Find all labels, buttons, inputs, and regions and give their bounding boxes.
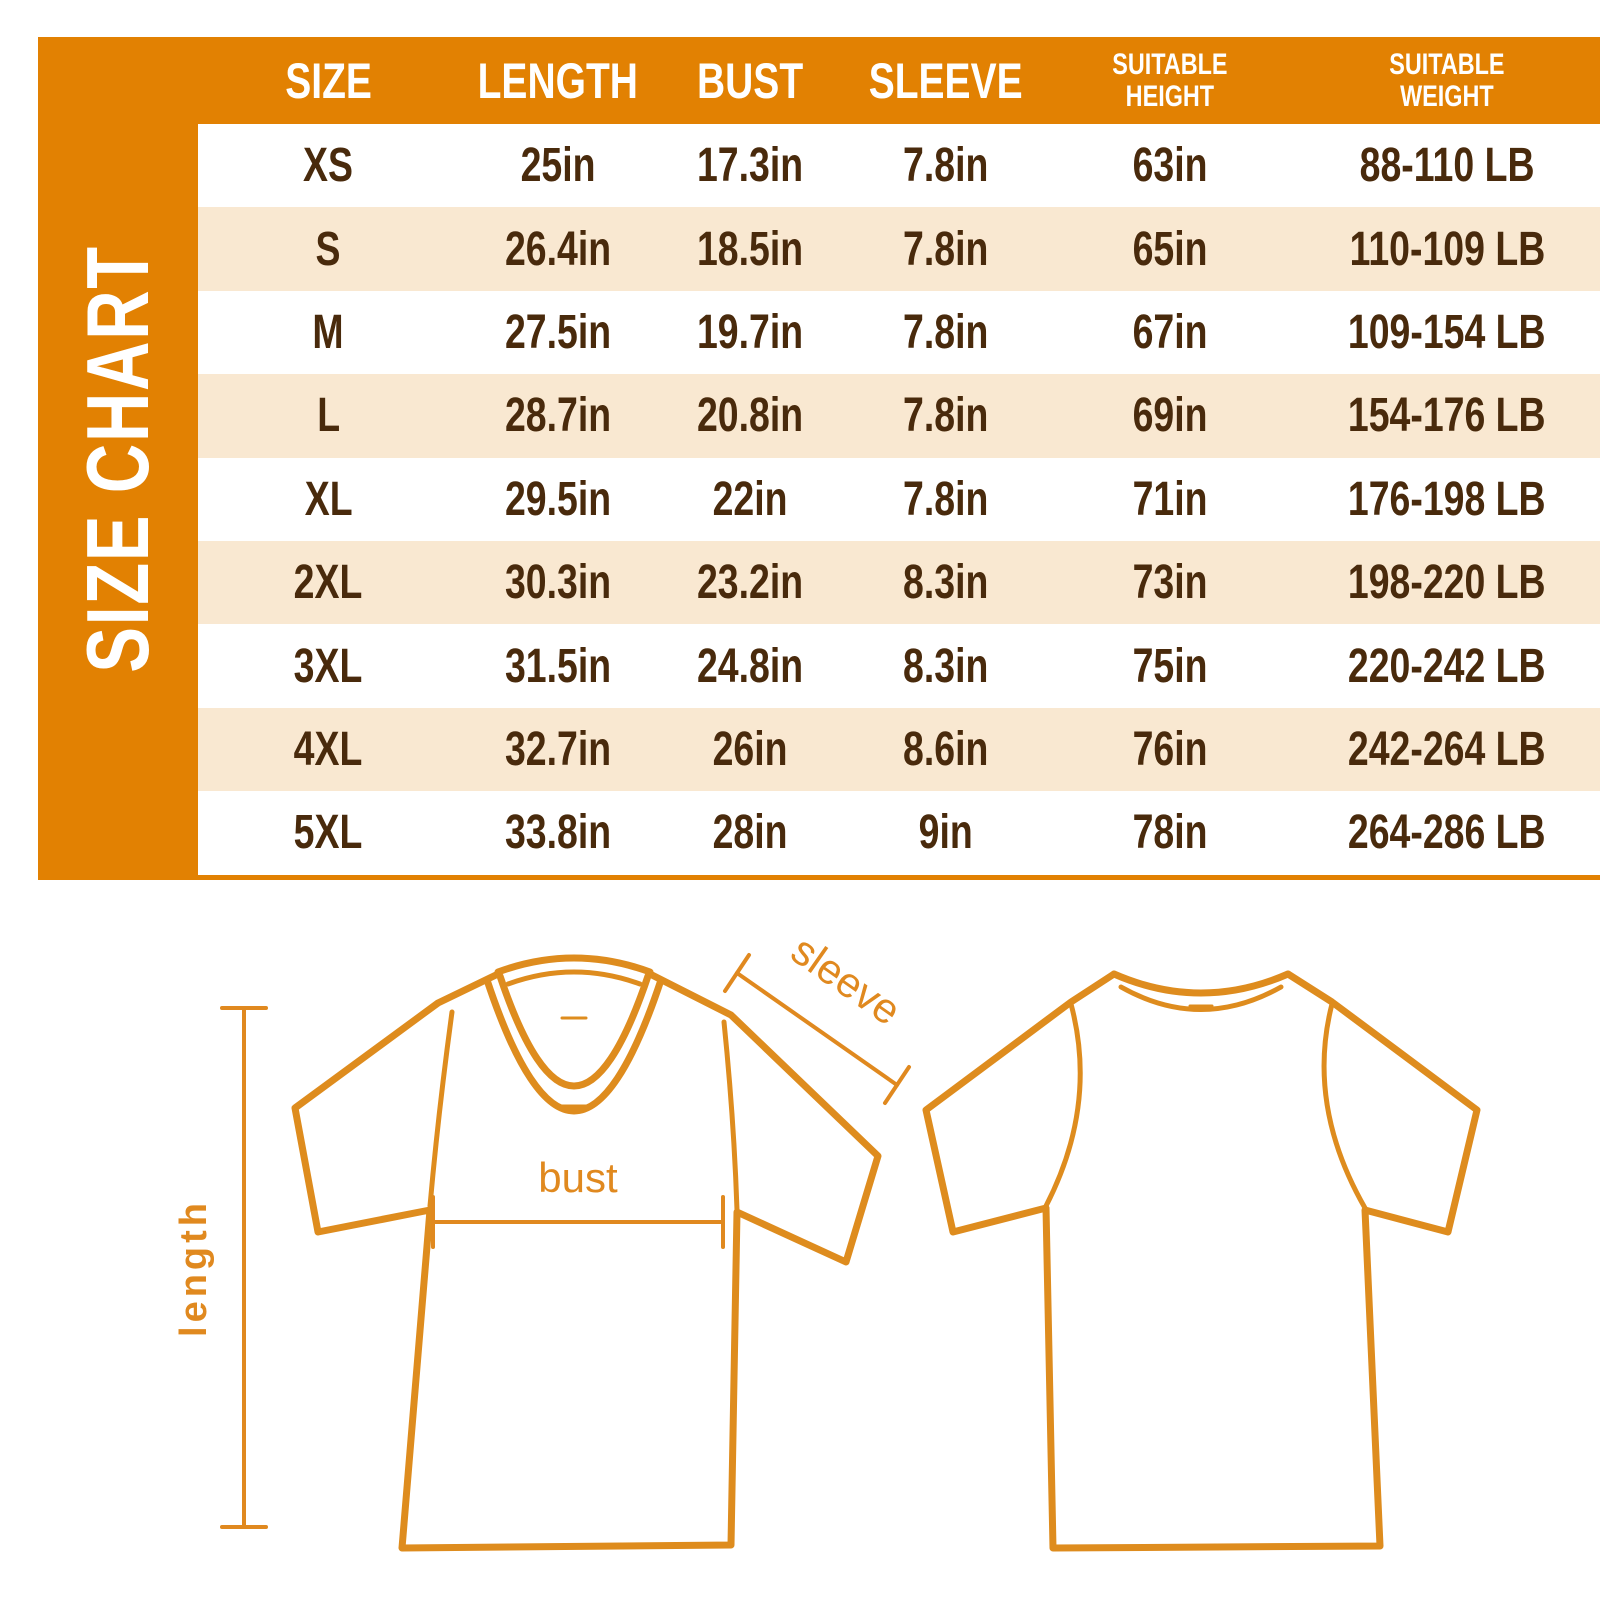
cell-weight: 176-198 LB xyxy=(1348,472,1546,526)
cell-size: 4XL xyxy=(294,722,363,776)
table-row-s: S 26.4in 18.5in 7.8in 65in 110-109 LB xyxy=(198,207,1600,291)
size-table: SIZE LENGTH BUST SLEEVE SUITABLE HEIGHT S… xyxy=(198,37,1600,880)
cell-length: 33.8in xyxy=(504,806,611,860)
table-row-xl: XL 29.5in 22in 7.8in 71in 176-198 LB xyxy=(198,457,1600,541)
cell-bust: 24.8in xyxy=(697,639,804,693)
cell-weight: 154-176 LB xyxy=(1348,389,1546,443)
table-row-3xl: 3XL 31.5in 24.8in 8.3in 75in 220-242 LB xyxy=(198,624,1600,708)
sleeve-measure: sleeve xyxy=(723,926,911,1105)
cell-weight: 88-110 LB xyxy=(1359,139,1535,193)
cell-sleeve: 7.8in xyxy=(902,139,988,193)
column-header-bust: BUST xyxy=(697,52,804,109)
cell-size: S xyxy=(315,222,341,276)
measurement-diagram: length bust sleeve xyxy=(173,926,1481,1552)
cell-weight: 242-264 LB xyxy=(1348,722,1546,776)
column-header-length: LENGTH xyxy=(477,52,638,109)
table-header-row: SIZE LENGTH BUST SLEEVE SUITABLE HEIGHT S… xyxy=(198,37,1600,124)
cell-height: 69in xyxy=(1132,389,1208,443)
cell-sleeve: 7.8in xyxy=(902,222,988,276)
size-chart-table-block: SIZE CHART SIZE LENGTH BUST SLEEVE SUITA… xyxy=(38,37,1600,880)
cell-size: 2XL xyxy=(294,556,363,610)
cell-weight: 198-220 LB xyxy=(1348,556,1546,610)
cell-size: XL xyxy=(304,472,353,526)
table-row-5xl: 5XL 33.8in 28in 9in 78in 264-286 LB xyxy=(198,791,1600,875)
back-shirt-drawing xyxy=(922,970,1481,1552)
cell-weight: 109-154 LB xyxy=(1348,305,1546,359)
cell-size: 3XL xyxy=(294,639,363,693)
bust-label: bust xyxy=(538,1154,618,1201)
cell-bust: 17.3in xyxy=(697,139,804,193)
cell-size: 5XL xyxy=(294,806,363,860)
cell-sleeve: 7.8in xyxy=(902,305,988,359)
cell-bust: 20.8in xyxy=(697,389,804,443)
cell-height: 67in xyxy=(1132,305,1208,359)
cell-bust: 19.7in xyxy=(697,305,804,359)
cell-weight: 220-242 LB xyxy=(1348,639,1546,693)
column-header-size: SIZE xyxy=(285,52,372,109)
cell-length: 30.3in xyxy=(504,556,611,610)
cell-height: 76in xyxy=(1132,722,1208,776)
cell-height: 71in xyxy=(1132,472,1208,526)
cell-weight: 110-109 LB xyxy=(1349,222,1545,276)
cell-bust: 23.2in xyxy=(697,556,804,610)
bust-measure: bust xyxy=(431,1154,725,1249)
cell-height: 75in xyxy=(1132,639,1208,693)
cell-height: 73in xyxy=(1132,556,1208,610)
length-measure: length xyxy=(173,1006,268,1529)
cell-sleeve: 7.8in xyxy=(902,472,988,526)
cell-height: 78in xyxy=(1132,806,1208,860)
cell-length: 28.7in xyxy=(504,389,611,443)
cell-bust: 28in xyxy=(712,806,788,860)
cell-sleeve: 7.8in xyxy=(902,389,988,443)
cell-size: XS xyxy=(303,139,354,193)
cell-size: M xyxy=(312,305,344,359)
table-row-4xl: 4XL 32.7in 26in 8.6in 76in 242-264 LB xyxy=(198,707,1600,792)
page-title: SIZE CHART xyxy=(68,244,167,673)
cell-length: 29.5in xyxy=(504,472,611,526)
cell-length: 26.4in xyxy=(504,222,611,276)
cell-length: 32.7in xyxy=(504,722,611,776)
column-header-suitable-weight: SUITABLE WEIGHT xyxy=(1389,47,1505,113)
length-label: length xyxy=(173,1199,215,1337)
cell-bust: 18.5in xyxy=(697,222,804,276)
cell-height: 65in xyxy=(1132,222,1208,276)
table-row-l: L 28.7in 20.8in 7.8in 69in 154-176 LB xyxy=(198,374,1600,458)
cell-sleeve: 8.6in xyxy=(902,722,988,776)
cell-length: 25in xyxy=(520,139,596,193)
table-row-m: M 27.5in 19.7in 7.8in 67in 109-154 LB xyxy=(198,290,1600,375)
cell-length: 27.5in xyxy=(504,305,611,359)
cell-sleeve: 9in xyxy=(918,806,973,860)
cell-bust: 22in xyxy=(712,472,788,526)
cell-size: L xyxy=(316,389,340,443)
column-header-suitable-height: SUITABLE HEIGHT xyxy=(1112,47,1228,113)
front-shirt-drawing xyxy=(291,954,882,1552)
cell-sleeve: 8.3in xyxy=(902,556,988,610)
table-row-xs: XS 25in 17.3in 7.8in 63in 88-110 LB xyxy=(198,124,1600,208)
cell-bust: 26in xyxy=(712,722,788,776)
cell-height: 63in xyxy=(1132,139,1208,193)
cell-sleeve: 8.3in xyxy=(902,639,988,693)
sidebar-title-band: SIZE CHART xyxy=(38,37,198,880)
table-row-2xl: 2XL 30.3in 23.2in 8.3in 73in 198-220 LB xyxy=(198,540,1600,625)
cell-length: 31.5in xyxy=(504,639,611,693)
column-header-sleeve: SLEEVE xyxy=(868,52,1023,109)
cell-weight: 264-286 LB xyxy=(1348,806,1546,860)
